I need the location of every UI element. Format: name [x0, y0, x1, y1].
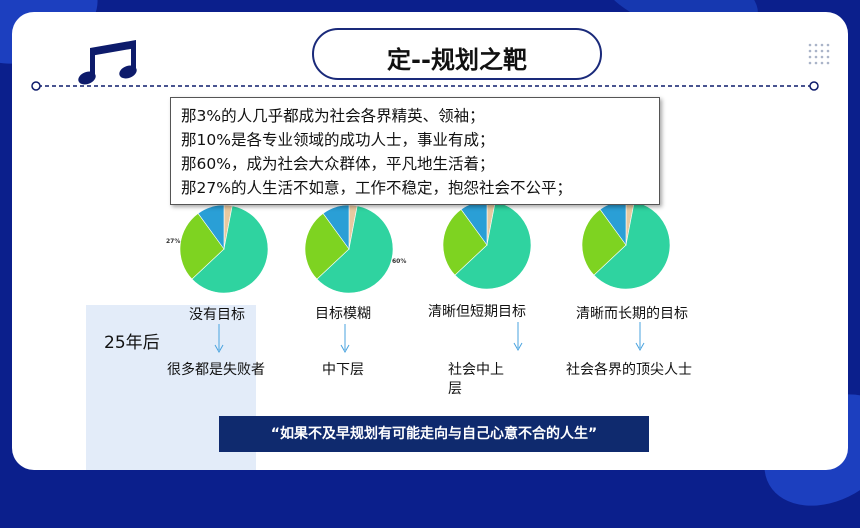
down-arrow-icon [513, 322, 523, 352]
pie-slice-ordinary [593, 201, 671, 290]
pie-slice-ordinary [454, 201, 532, 290]
slide-panel: 定--规划之靶 那3%的人几乎都成为社会各界精英、领袖； 那10%是各专业领域的… [12, 12, 848, 470]
category-label-vague-goal: 目标模糊 [315, 306, 371, 322]
pie-chart-long-goal [581, 200, 671, 290]
pie-slice-professional [197, 204, 225, 250]
after-years-label: 25年后 [104, 333, 160, 353]
outcome-no-goal: 很多都是失败者 [167, 362, 265, 378]
statistic-line: 那27%的人生活不如意，工作不稳定，抱怨社会不公平； [181, 179, 572, 197]
statistic-line: 那3%的人几乎都成为社会各界精英、领袖； [181, 107, 485, 125]
pie-slice-unsatisfied [179, 212, 225, 280]
pie-slice-unsatisfied [581, 208, 627, 276]
pie-slice-unsatisfied [442, 208, 488, 276]
statistic-line: 那10%是各专业领域的成功人士，事业有成； [181, 131, 495, 149]
pie-label-60: 60% [392, 258, 407, 265]
statistic-line: 那60%，成为社会大众群体，平凡地生活着； [181, 155, 495, 173]
outcome-vague-goal: 中下层 [322, 362, 364, 378]
dot-grid-icon [808, 43, 830, 65]
page-title: 定--规划之靶 [387, 46, 527, 74]
category-label-long-goal: 清晰而长期的目标 [576, 306, 688, 322]
category-label-short-goal: 清晰但短期目标 [428, 304, 526, 320]
pie-slice-ordinary [316, 205, 394, 294]
outcome-long-goal: 社会各界的顶尖人士 [566, 362, 692, 378]
statistics-textbox: 那3%的人几乎都成为社会各界精英、领袖； 那10%是各专业领域的成功人士，事业有… [170, 97, 660, 205]
quote-banner: “如果不及早规划有可能走向与自己心意不合的人生” [219, 416, 649, 452]
outcome-short-goal: 社会中上 层 [448, 362, 504, 397]
music-note-icon [78, 40, 137, 85]
down-arrow-icon [214, 324, 224, 354]
pie-chart-vague-goal [304, 204, 394, 294]
category-label-no-goal: 没有目标 [189, 307, 245, 323]
pie-chart-no-goal [179, 204, 269, 294]
pie-slice-professional [322, 204, 350, 250]
down-arrow-icon [340, 324, 350, 354]
pie-label-27: 27% [166, 238, 181, 245]
pie-slice-ordinary [191, 205, 269, 294]
pie-chart-short-goal [442, 200, 532, 290]
title-pill: 定--规划之靶 [312, 28, 602, 80]
down-arrow-icon [635, 322, 645, 352]
pie-slice-unsatisfied [304, 212, 350, 280]
dashed-divider [31, 81, 819, 91]
